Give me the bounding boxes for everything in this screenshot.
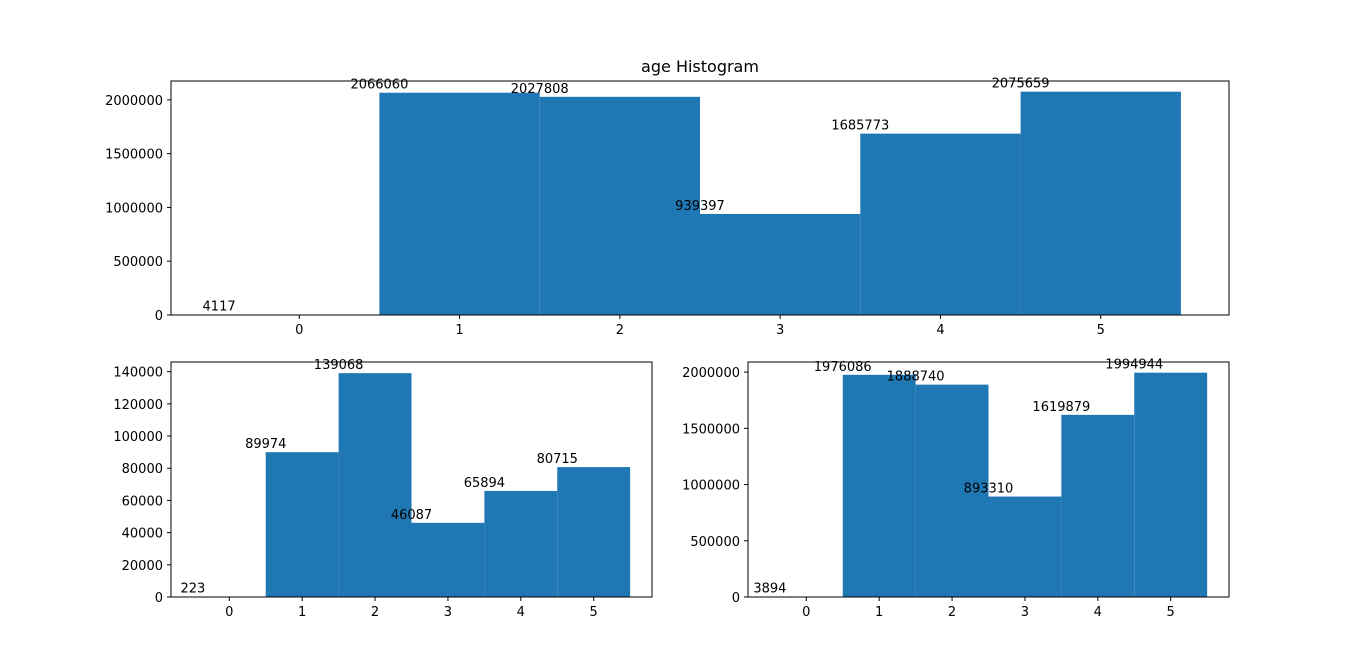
x-tick-label: 3 (776, 323, 784, 338)
x-tick-label: 3 (444, 605, 452, 620)
data-label: 223 (180, 582, 205, 597)
x-tick-label: 0 (295, 323, 303, 338)
bar-4 (860, 133, 1021, 315)
y-tick-label: 1500000 (682, 422, 740, 437)
bar-1 (379, 92, 540, 315)
bar-4 (484, 490, 558, 597)
data-label: 3894 (753, 582, 786, 597)
bar-2 (539, 96, 700, 315)
bar-5 (1020, 91, 1181, 316)
data-label: 2075659 (992, 77, 1050, 92)
data-label: 4117 (203, 300, 236, 315)
data-label: 1619879 (1032, 400, 1090, 415)
x-tick-label: 5 (590, 605, 598, 620)
data-label: 1685773 (831, 119, 889, 134)
data-label: 139068 (314, 358, 364, 373)
data-label: 1888740 (887, 370, 945, 385)
y-tick-label: 40000 (122, 527, 163, 542)
bar-2 (915, 384, 989, 597)
chart-title: age Histogram (641, 57, 759, 76)
y-tick-label: 2000000 (682, 366, 740, 381)
y-tick-label: 500000 (690, 535, 740, 550)
y-tick-label: 0 (732, 591, 740, 606)
bar-5 (1134, 372, 1208, 597)
y-tick-label: 500000 (113, 255, 163, 270)
x-tick-label: 1 (875, 605, 883, 620)
x-tick-label: 4 (1094, 605, 1102, 620)
y-tick-label: 0 (155, 591, 163, 606)
data-label: 1994944 (1105, 358, 1163, 373)
x-tick-label: 0 (802, 605, 810, 620)
bar-3 (411, 522, 485, 597)
y-tick-label: 100000 (113, 430, 163, 445)
plot-frame (170, 361, 653, 598)
chart-bottom-right: 3894 1976086 1888740 893310 1619879 1994944 0 1… (682, 358, 1230, 620)
plot-frame (170, 80, 1230, 316)
bar-2 (338, 373, 412, 597)
data-label: 65894 (464, 476, 505, 491)
bar-4 (1061, 414, 1135, 597)
chart-top-age-histogram: age Histogram 4117 2066060 2027808 939397 168… (105, 57, 1230, 338)
x-tick-label: 1 (298, 605, 306, 620)
y-tick-label: 1500000 (105, 148, 163, 163)
data-label: 2066060 (350, 78, 408, 93)
bar-5 (557, 467, 631, 597)
x-tick-label: 2 (616, 323, 624, 338)
bar-3 (700, 213, 861, 315)
data-label: 893310 (964, 482, 1014, 497)
chart-bottom-left: 223 89974 139068 46087 65894 80715 0 1 2 3 4 5 0 2000… (113, 358, 653, 620)
bar-1 (842, 374, 916, 597)
y-tick-label: 140000 (113, 366, 163, 381)
y-tick-label: 120000 (113, 398, 163, 413)
x-tick-label: 4 (936, 323, 944, 338)
x-tick-label: 4 (517, 605, 525, 620)
x-tick-label: 5 (1167, 605, 1175, 620)
x-tick-label: 2 (371, 605, 379, 620)
x-tick-label: 2 (948, 605, 956, 620)
data-label: 1976086 (814, 360, 872, 375)
y-tick-label: 80000 (122, 462, 163, 477)
x-tick-label: 5 (1097, 323, 1105, 338)
data-label: 89974 (245, 437, 286, 452)
y-tick-label: 60000 (122, 494, 163, 509)
x-tick-label: 3 (1021, 605, 1029, 620)
bar-1 (265, 452, 339, 597)
y-tick-label: 20000 (122, 559, 163, 574)
x-tick-label: 1 (455, 323, 463, 338)
plot-frame (747, 361, 1230, 598)
y-tick-label: 0 (155, 309, 163, 324)
data-label: 2027808 (511, 82, 569, 97)
data-label: 80715 (537, 452, 578, 467)
y-tick-label: 2000000 (105, 94, 163, 109)
y-tick-label: 1000000 (682, 479, 740, 494)
data-label: 46087 (391, 508, 432, 523)
bar-3 (988, 496, 1062, 597)
y-tick-label: 1000000 (105, 201, 163, 216)
data-label: 939397 (675, 199, 725, 214)
x-tick-label: 0 (225, 605, 233, 620)
